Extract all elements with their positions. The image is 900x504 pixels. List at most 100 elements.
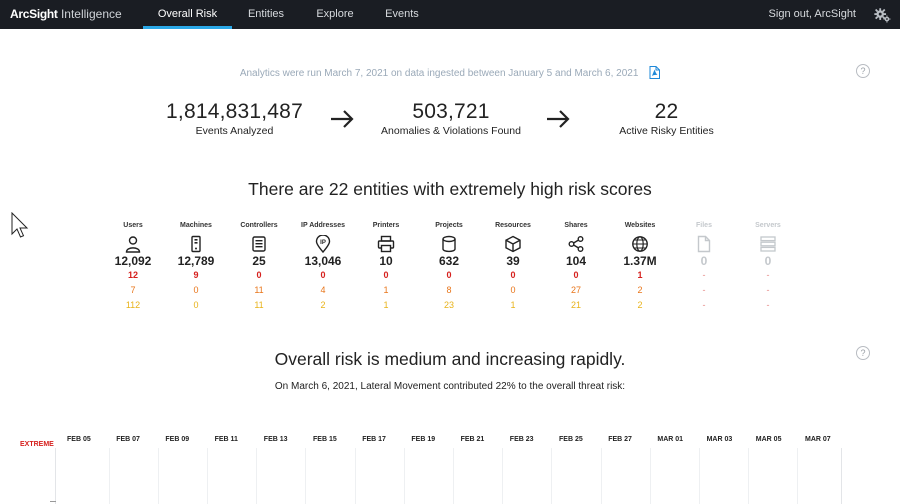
timeline-gridline [601, 448, 602, 504]
entity-column-machines[interactable]: Machines 12,789 9 0 0 [169, 222, 223, 313]
mouse-cursor-icon [11, 212, 29, 238]
risk-level-label: EXTREME [20, 441, 54, 448]
timeline-gridline [551, 448, 552, 504]
timeline-gridline [355, 448, 356, 504]
tab-events[interactable]: Events [385, 8, 419, 20]
medium-risk-count[interactable]: 0 [193, 300, 199, 310]
stat-value: 22 [654, 100, 679, 123]
globe-icon [632, 236, 648, 252]
entity-total-count: 632 [438, 254, 460, 268]
extreme-risk-count[interactable]: 0 [446, 270, 452, 280]
entity-column-printers[interactable]: Printers 10 0 1 1 [359, 222, 413, 313]
entity-column-ip-addresses[interactable]: IP Addresses IP 13,046 0 4 2 [296, 222, 350, 313]
medium-risk-count[interactable]: - [702, 300, 706, 310]
entity-type-label: Servers [755, 222, 781, 229]
entity-type-label: Projects [435, 222, 463, 229]
entity-column-projects[interactable]: Projects 632 0 8 23 [422, 222, 476, 313]
entity-type-label: Printers [372, 222, 400, 229]
stat-events-analyzed: 1,814,831,487 Events Analyzed [143, 100, 326, 137]
machine-icon [191, 235, 201, 253]
timeline-gridline [453, 448, 454, 504]
high-risk-count[interactable]: 7 [130, 285, 136, 295]
stat-anomalies-found: 503,721 Anomalies & Violations Found [370, 100, 532, 137]
stat-label: Active Risky Entities [619, 125, 714, 137]
extreme-risk-count[interactable]: - [766, 270, 770, 280]
extreme-risk-count[interactable]: 1 [637, 270, 643, 280]
timeline-date-label: FEB 13 [263, 436, 288, 443]
printer-icon [377, 235, 395, 253]
medium-risk-count[interactable]: 1 [383, 300, 389, 310]
entity-column-users[interactable]: Users 12,092 12 7 112 [106, 222, 160, 313]
high-risk-count[interactable]: 0 [193, 285, 199, 295]
extreme-risk-count[interactable]: 9 [193, 270, 199, 280]
entity-column-shares[interactable]: Shares 104 0 27 21 [549, 222, 603, 313]
timeline-gridline [207, 448, 208, 504]
high-risk-count[interactable]: 0 [510, 285, 516, 295]
tab-overall-risk[interactable]: Overall Risk [143, 0, 232, 29]
svg-text:IP: IP [320, 240, 326, 246]
entity-column-websites[interactable]: Websites 1.37M 1 2 2 [613, 222, 667, 313]
medium-risk-count[interactable]: 2 [320, 300, 326, 310]
overall-risk-page: Analytics were run March 7, 2021 on data… [0, 29, 900, 504]
high-risk-count[interactable]: 27 [570, 285, 581, 295]
tab-explore[interactable]: Explore [316, 8, 354, 20]
medium-risk-count[interactable]: 23 [443, 300, 454, 310]
entity-column-resources[interactable]: Resources 39 0 0 1 [486, 222, 540, 313]
high-risk-count[interactable]: - [702, 285, 706, 295]
entity-type-label: Resources [495, 222, 531, 229]
top-navigation-bar: ArcSight Intelligence Overall Risk Entit… [0, 0, 900, 29]
entity-column-files[interactable]: Files 0 - - - [677, 222, 731, 313]
tab-entities[interactable]: Entities [247, 8, 285, 20]
extreme-risk-count[interactable]: 0 [320, 270, 326, 280]
high-risk-count[interactable]: 2 [637, 285, 643, 295]
high-risk-count[interactable]: 8 [446, 285, 452, 295]
timeline-date-label: FEB 09 [165, 436, 190, 443]
timeline-gridline [797, 448, 798, 504]
medium-risk-count[interactable]: 1 [510, 300, 516, 310]
share-icon [568, 236, 584, 252]
sign-out-link[interactable]: Sign out, ArcSight [768, 8, 856, 20]
analytics-run-info: Analytics were run March 7, 2021 on data… [0, 66, 900, 79]
entity-column-controllers[interactable]: Controllers 25 0 11 11 [232, 222, 286, 313]
entity-type-label: Files [696, 222, 712, 229]
high-risk-count[interactable]: 11 [254, 285, 264, 295]
medium-risk-count[interactable]: 2 [637, 300, 643, 310]
high-risk-count[interactable]: 4 [320, 285, 326, 295]
timeline-gridline [109, 448, 110, 504]
extreme-risk-count[interactable]: 12 [127, 270, 138, 280]
extreme-risk-count[interactable]: - [702, 270, 706, 280]
ip-address-icon: IP [315, 234, 331, 254]
help-icon[interactable]: ? [856, 64, 870, 78]
entity-total-count: 12,789 [177, 254, 215, 268]
timeline-date-label: MAR 07 [805, 436, 831, 443]
pdf-export-icon[interactable] [649, 66, 661, 79]
stat-label: Events Analyzed [195, 125, 274, 137]
timeline-gridline [305, 448, 306, 504]
entity-total-count: 13,046 [304, 254, 342, 268]
file-icon [697, 235, 711, 253]
entity-type-label: IP Addresses [301, 222, 345, 229]
help-icon[interactable]: ? [856, 346, 870, 360]
risk-timeline: EXTREME FEB 05 FEB 07 FEB 09 FEB 11 FEB 13 FE… [0, 431, 900, 504]
timeline-date-label: MAR 01 [657, 436, 684, 443]
high-risk-count[interactable]: 1 [383, 285, 389, 295]
extreme-risk-count[interactable]: 0 [256, 270, 262, 280]
entity-total-count: 39 [506, 254, 520, 268]
entity-column-servers[interactable]: Servers 0 - - - [741, 222, 795, 313]
high-risk-count[interactable]: - [766, 285, 770, 295]
timeline-date-label: FEB 15 [313, 436, 337, 443]
app-logo[interactable]: ArcSight Intelligence [10, 7, 122, 21]
medium-risk-count[interactable]: - [766, 300, 770, 310]
entity-total-count: 0 [700, 254, 708, 268]
gears-icon[interactable] [873, 6, 891, 24]
timeline-gridline [502, 448, 503, 504]
timeline-date-label: FEB 11 [214, 436, 238, 443]
extreme-risk-count[interactable]: 0 [383, 270, 389, 280]
medium-risk-count[interactable]: 21 [570, 300, 581, 310]
medium-risk-count[interactable]: 112 [125, 300, 141, 310]
extreme-risk-count[interactable]: 0 [510, 270, 516, 280]
entity-type-label: Controllers [240, 222, 278, 229]
medium-risk-count[interactable]: 11 [254, 300, 264, 310]
extreme-risk-count[interactable]: 0 [573, 270, 579, 280]
timeline-gridline [748, 448, 749, 504]
